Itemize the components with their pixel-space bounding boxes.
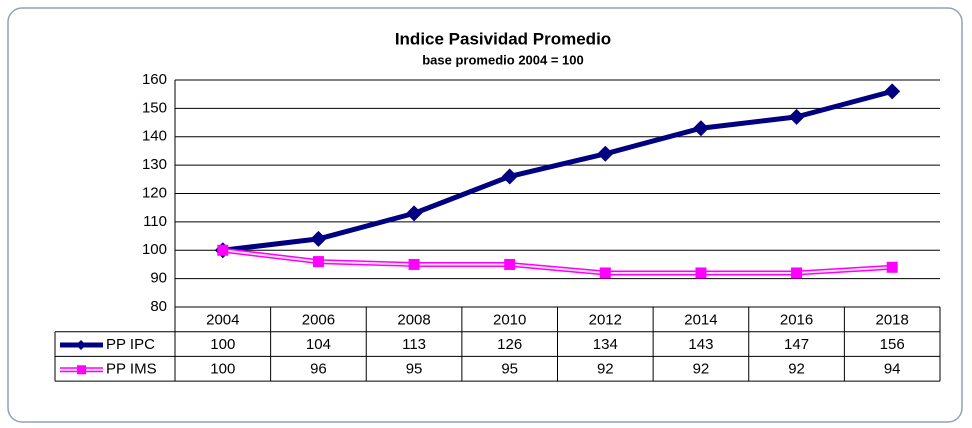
table-value: 156 — [880, 336, 905, 353]
marker — [312, 256, 324, 268]
x-tick-label: 2016 — [780, 311, 813, 328]
table-value: 94 — [884, 361, 901, 378]
marker — [597, 145, 614, 162]
marker — [695, 267, 707, 279]
y-tick-label: 110 — [143, 213, 167, 230]
legend-label: PP IPC — [106, 336, 155, 353]
marker — [501, 168, 518, 185]
legend-marker — [77, 365, 86, 375]
legend-marker — [76, 340, 86, 351]
table-value: 100 — [210, 336, 235, 353]
line-inner — [222, 249, 893, 274]
x-tick-label: 2006 — [302, 311, 335, 328]
table-value: 126 — [497, 336, 522, 353]
chart-subtitle: base promedio 2004 = 100 — [422, 52, 584, 67]
marker — [886, 261, 898, 273]
y-tick-label: 90 — [150, 270, 167, 287]
x-tick-label: 2012 — [589, 311, 622, 328]
table-value: 95 — [501, 361, 518, 378]
x-tick-label: 2008 — [397, 311, 430, 328]
x-tick-label: 2004 — [206, 311, 239, 328]
table-value: 147 — [784, 336, 809, 353]
x-tick-label: 2018 — [876, 311, 909, 328]
marker — [408, 258, 420, 270]
table-value: 113 — [402, 336, 426, 353]
marker — [310, 230, 327, 247]
marker — [504, 258, 516, 270]
table-value: 96 — [310, 361, 327, 378]
table-value: 104 — [306, 336, 331, 353]
y-tick-label: 130 — [142, 156, 167, 173]
table-value: 95 — [406, 361, 423, 378]
y-tick-label: 80 — [150, 298, 167, 315]
marker — [406, 205, 423, 222]
marker — [791, 267, 803, 279]
marker — [884, 83, 901, 100]
y-tick-label: 140 — [142, 128, 167, 145]
table-value: 92 — [597, 361, 614, 378]
table-value: 143 — [688, 336, 713, 353]
marker — [692, 120, 709, 137]
legend-label: PP IMS — [106, 361, 157, 378]
x-tick-label: 2010 — [493, 311, 526, 328]
table-value: 92 — [693, 361, 710, 378]
y-tick-label: 160 — [142, 71, 167, 88]
line — [222, 88, 893, 253]
marker — [599, 267, 611, 279]
marker — [217, 244, 229, 256]
chart-title: Indice Pasividad Promedio — [395, 29, 611, 48]
y-tick-label: 120 — [142, 184, 167, 201]
x-tick-label: 2014 — [684, 311, 717, 328]
table-value: 100 — [210, 361, 235, 378]
chart-frame — [7, 7, 963, 423]
y-tick-label: 100 — [142, 241, 167, 258]
table-value: 134 — [593, 336, 618, 353]
marker — [788, 108, 805, 125]
y-tick-label: 150 — [142, 99, 167, 116]
table-value: 92 — [788, 361, 805, 378]
